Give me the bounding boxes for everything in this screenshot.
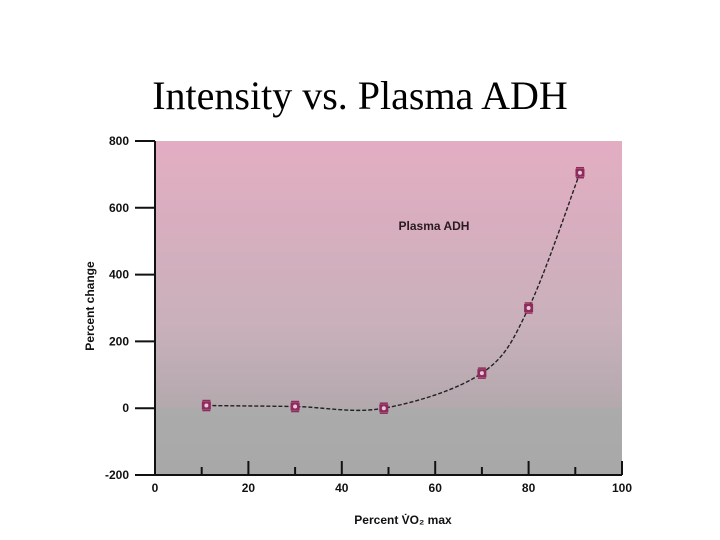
y-tick-label: 800: [109, 134, 129, 148]
y-tick-label: 0: [122, 401, 129, 415]
x-tick-label: 60: [429, 481, 443, 495]
data-point: [575, 166, 585, 179]
x-tick-label: 80: [522, 481, 536, 495]
x-axis-label: Percent V̇O₂ max: [354, 512, 452, 527]
y-tick-label: 200: [109, 334, 129, 348]
point-marker-center: [479, 371, 484, 376]
x-tick-label: 40: [335, 481, 349, 495]
data-point: [477, 367, 487, 379]
data-point: [379, 402, 389, 414]
point-marker-center: [526, 306, 531, 310]
data-point: [201, 399, 211, 412]
chart-title: Plasma ADH: [399, 219, 470, 233]
slide-title: Intensity vs. Plasma ADH: [152, 73, 568, 118]
point-marker-center: [293, 404, 298, 409]
y-tick-label: 600: [109, 201, 129, 215]
point-marker-center: [204, 403, 209, 408]
x-tick-label: 0: [152, 481, 159, 495]
plot-background: [155, 141, 622, 475]
y-axis-label: Percent change: [83, 261, 97, 351]
point-marker-center: [577, 170, 582, 175]
data-point: [290, 400, 300, 413]
y-tick-label: 400: [109, 268, 129, 282]
point-marker-center: [381, 406, 386, 411]
data-point: [524, 302, 534, 314]
y-tick-label: -200: [105, 468, 129, 482]
x-tick-label: 20: [242, 481, 256, 495]
x-tick-label: 100: [612, 481, 632, 495]
